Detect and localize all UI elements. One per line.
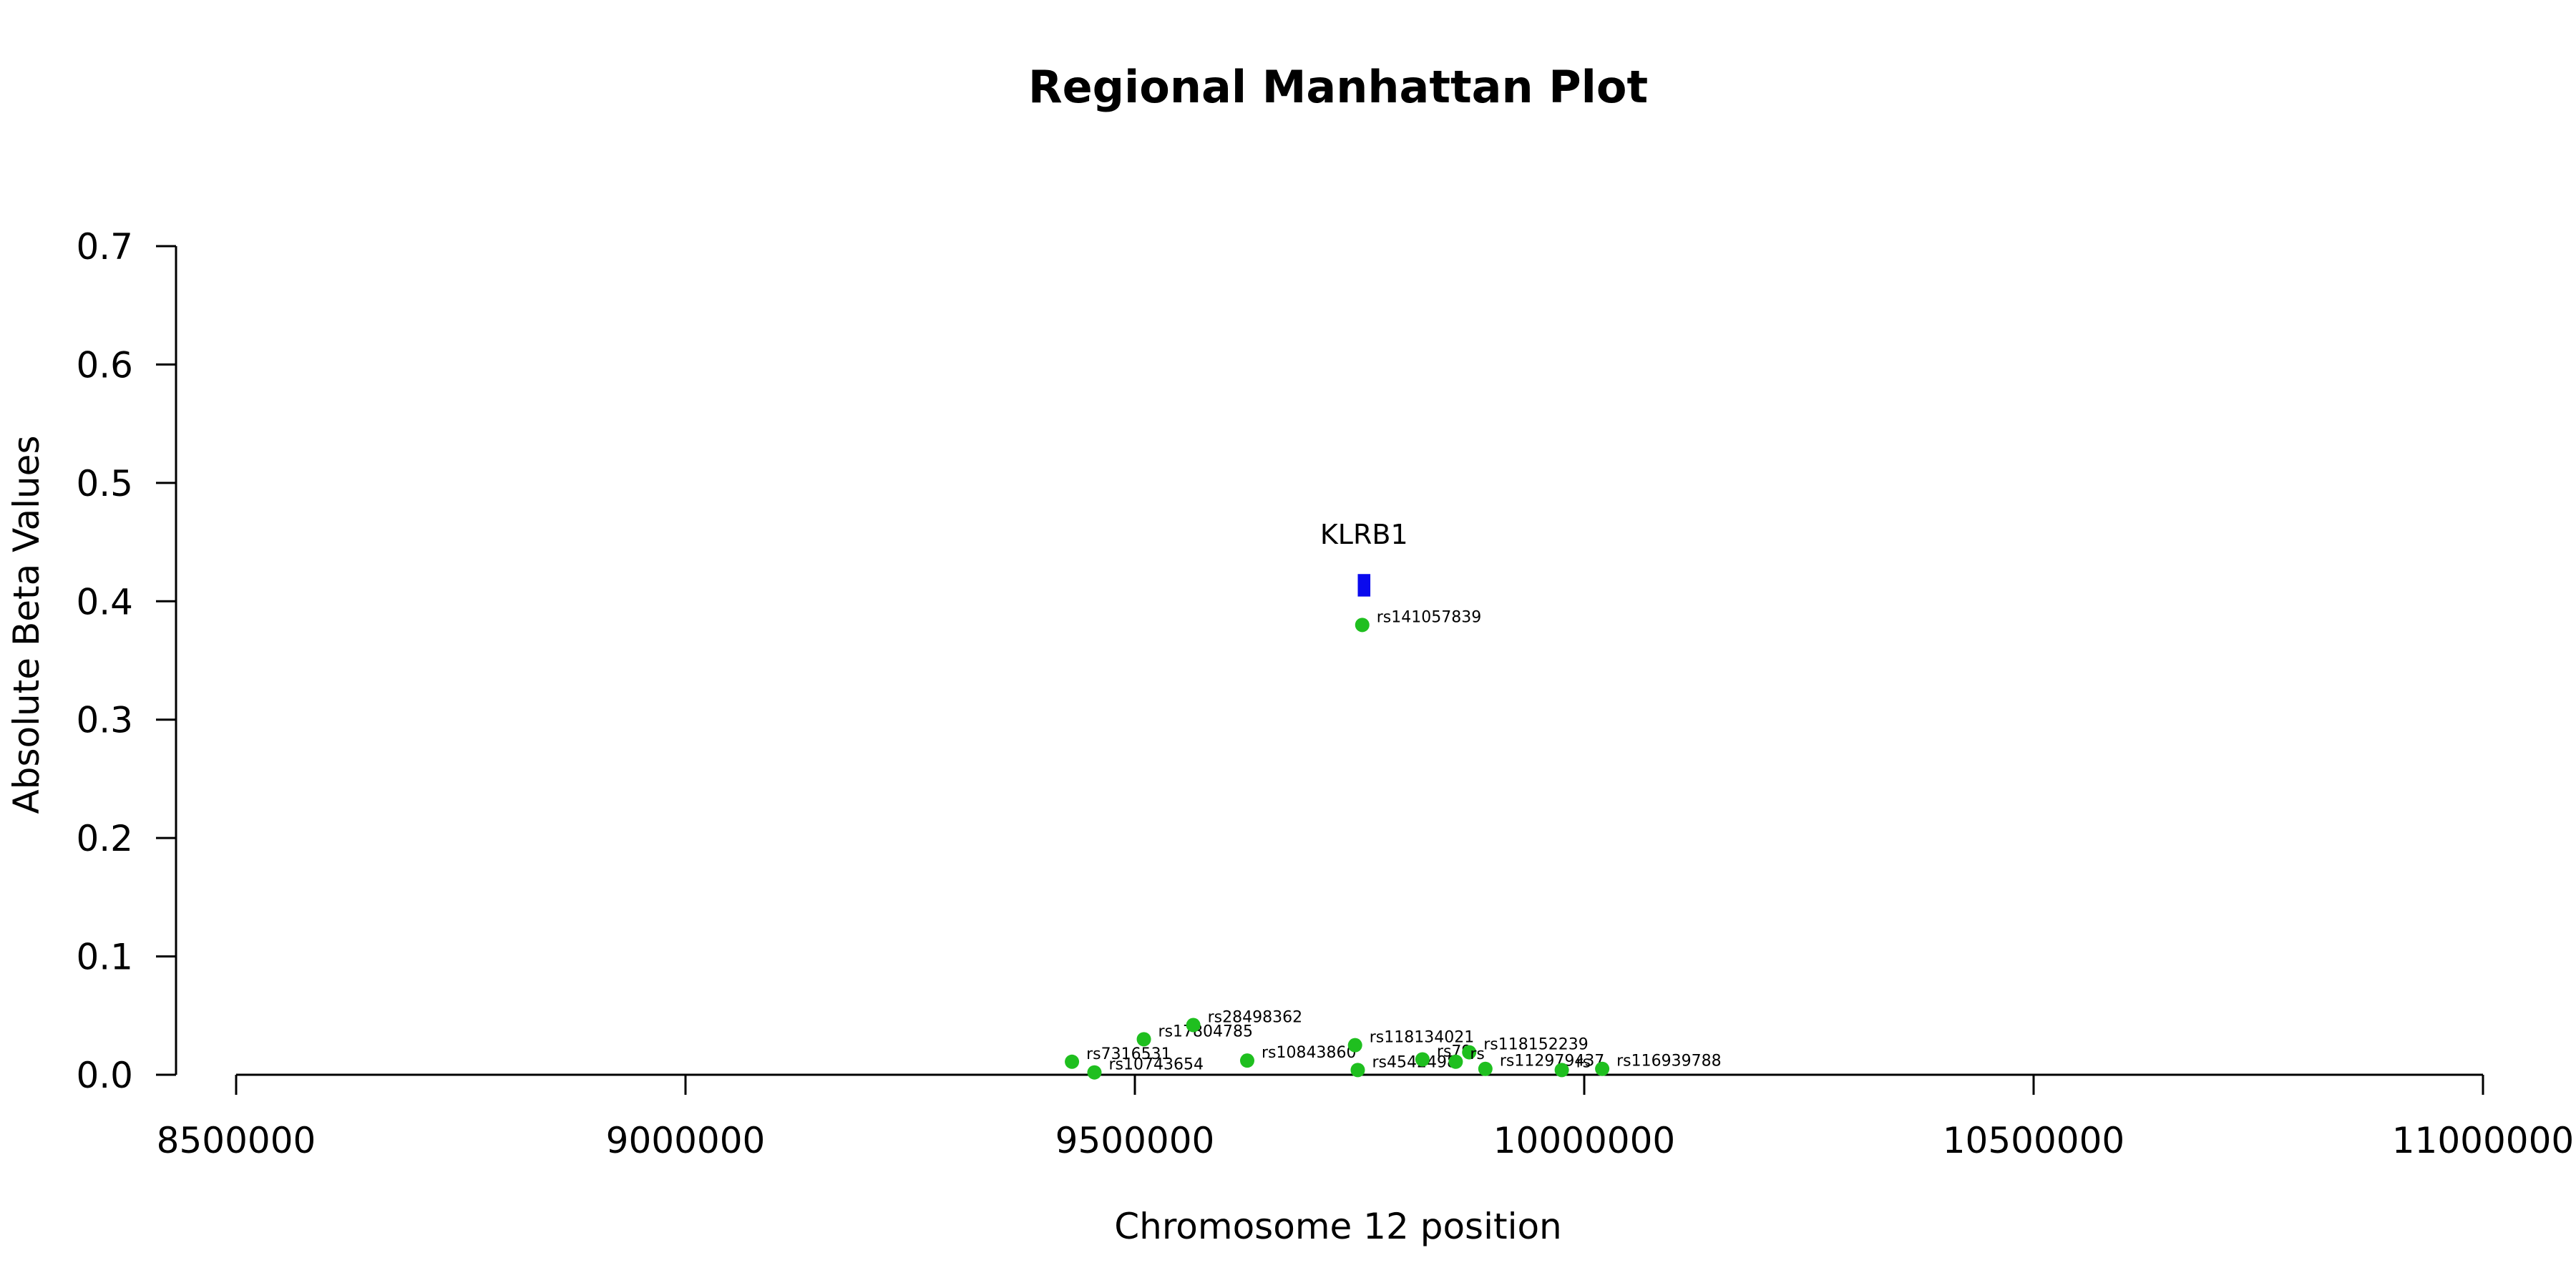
y-tick-label: 0.0 bbox=[76, 1055, 133, 1096]
snp-label: rs118152239 bbox=[1483, 1036, 1588, 1054]
gene-box bbox=[1357, 574, 1371, 597]
y-tick-label: 0.1 bbox=[76, 937, 133, 978]
x-tick-label: 11000000 bbox=[2392, 1120, 2575, 1161]
snp-point bbox=[1355, 618, 1370, 633]
snp-point bbox=[1415, 1052, 1430, 1067]
snp-point bbox=[1347, 1038, 1362, 1053]
snp-label: rs112979437 bbox=[1500, 1053, 1604, 1070]
snp-point bbox=[1478, 1061, 1493, 1076]
snp-point bbox=[1136, 1032, 1151, 1047]
snp-label: rs7316531 bbox=[1086, 1045, 1171, 1063]
y-axis-label: Absolute Beta Values bbox=[6, 436, 47, 814]
snp-label: rs116939788 bbox=[1616, 1053, 1721, 1070]
snp-point bbox=[1462, 1045, 1477, 1060]
y-tick-label: 0.5 bbox=[76, 463, 133, 504]
snp-point bbox=[1595, 1061, 1610, 1076]
x-axis-label: Chromosome 12 position bbox=[1114, 1206, 1562, 1247]
y-tick-label: 0.4 bbox=[76, 581, 133, 623]
snp-point bbox=[1240, 1053, 1254, 1068]
snp-label: rs28498362 bbox=[1208, 1009, 1302, 1027]
chart-title: Regional Manhattan Plot bbox=[1028, 61, 1648, 113]
snp-point bbox=[1350, 1063, 1365, 1078]
snp-label: rs118134021 bbox=[1370, 1029, 1474, 1047]
snp-point bbox=[1448, 1054, 1463, 1069]
x-tick-label: 8500000 bbox=[157, 1120, 316, 1161]
x-tick-label: 10000000 bbox=[1493, 1120, 1676, 1161]
snp-label: rs141057839 bbox=[1377, 608, 1481, 626]
y-tick-label: 0.7 bbox=[76, 226, 133, 268]
snp-point bbox=[1554, 1063, 1569, 1078]
gene-markers: KLRB1 bbox=[1320, 519, 1408, 597]
snp-label: rs bbox=[1576, 1053, 1591, 1071]
snp-point bbox=[1186, 1018, 1201, 1033]
x-tick-label: 9000000 bbox=[606, 1120, 766, 1161]
y-axis: 0.0 0.1 0.2 0.3 0.4 0.5 0.6 0.7 bbox=[76, 226, 177, 1096]
snp-label: rs10843860 bbox=[1262, 1044, 1356, 1062]
y-tick-label: 0.2 bbox=[76, 818, 133, 859]
snp-point bbox=[1065, 1054, 1080, 1069]
y-tick-label: 0.6 bbox=[76, 344, 133, 386]
snp-label: rs10743654 bbox=[1108, 1056, 1203, 1074]
snp-label: rs4542498 bbox=[1372, 1053, 1457, 1071]
snp-point bbox=[1087, 1065, 1102, 1080]
y-tick-label: 0.3 bbox=[76, 700, 133, 741]
x-axis: 8500000 9000000 9500000 10000000 10500000 110… bbox=[157, 1073, 2575, 1161]
x-tick-label: 10500000 bbox=[1943, 1120, 2125, 1161]
gene-label: KLRB1 bbox=[1320, 519, 1408, 550]
snp-label: rs17804785 bbox=[1158, 1023, 1253, 1040]
snp-label: rs bbox=[1470, 1045, 1485, 1063]
x-tick-label: 9500000 bbox=[1055, 1120, 1215, 1161]
